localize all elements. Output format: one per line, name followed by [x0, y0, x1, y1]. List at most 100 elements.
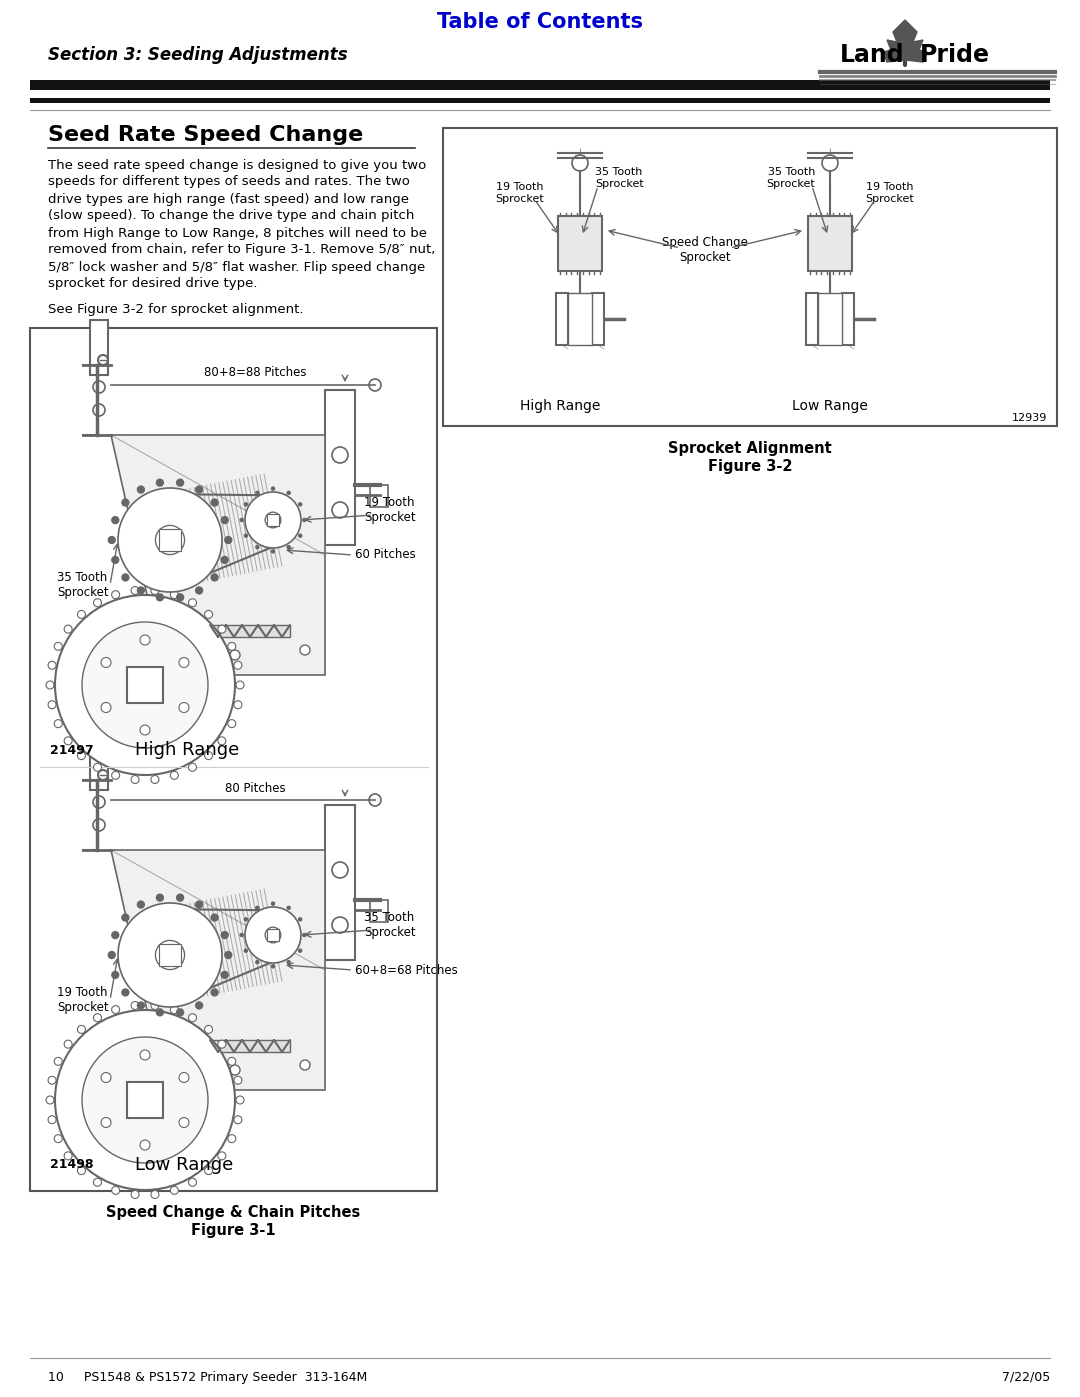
Bar [127, 1083, 163, 1118]
Circle shape [98, 355, 108, 365]
Circle shape [300, 1060, 310, 1070]
Bar [90, 735, 108, 789]
Circle shape [102, 658, 111, 668]
Text: drive types are high range (fast speed) and low range: drive types are high range (fast speed) … [48, 193, 409, 205]
Circle shape [189, 1178, 197, 1186]
Text: 19 Tooth
Sprocket: 19 Tooth Sprocket [496, 182, 544, 204]
Circle shape [171, 1006, 178, 1014]
Circle shape [255, 545, 259, 549]
Bar [443, 129, 1057, 426]
Bar [267, 514, 279, 527]
Circle shape [179, 703, 189, 712]
Text: Table of Contents: Table of Contents [437, 13, 643, 32]
Text: Sprocket Alignment: Sprocket Alignment [669, 440, 832, 455]
Text: Speed Change & Chain Pitches: Speed Change & Chain Pitches [106, 1206, 361, 1221]
Circle shape [151, 1190, 159, 1199]
Bar [370, 485, 388, 507]
Circle shape [94, 1014, 102, 1021]
Bar [159, 943, 181, 967]
Circle shape [302, 518, 307, 522]
Circle shape [244, 502, 248, 507]
Bar [30, 328, 437, 1192]
Circle shape [204, 752, 213, 760]
Bar [159, 528, 181, 552]
Circle shape [93, 796, 105, 807]
Circle shape [255, 490, 259, 495]
Circle shape [228, 719, 235, 728]
Circle shape [228, 1134, 235, 1143]
Circle shape [204, 610, 213, 619]
Circle shape [204, 1166, 213, 1175]
Circle shape [121, 914, 130, 922]
Circle shape [49, 1076, 56, 1084]
Circle shape [266, 928, 281, 943]
Circle shape [572, 155, 588, 170]
Circle shape [46, 1097, 54, 1104]
Text: 19 Tooth
Sprocket: 19 Tooth Sprocket [364, 496, 416, 524]
Circle shape [189, 1014, 197, 1021]
Circle shape [64, 736, 72, 745]
Circle shape [211, 573, 219, 581]
Circle shape [211, 988, 219, 996]
Circle shape [218, 626, 226, 633]
Circle shape [171, 771, 178, 780]
Circle shape [130, 640, 140, 650]
Bar [806, 293, 818, 345]
Circle shape [224, 536, 232, 545]
Circle shape [195, 1002, 203, 1010]
Bar [210, 1039, 291, 1052]
Circle shape [332, 916, 348, 933]
Circle shape [228, 643, 235, 651]
Circle shape [111, 1006, 120, 1014]
Circle shape [78, 1166, 85, 1175]
Circle shape [244, 916, 248, 922]
Circle shape [176, 1009, 185, 1017]
Text: Pride: Pride [920, 43, 990, 67]
Circle shape [176, 479, 185, 486]
Circle shape [230, 1065, 240, 1076]
Circle shape [245, 492, 301, 548]
Circle shape [111, 771, 120, 780]
Bar [325, 805, 355, 960]
Circle shape [93, 819, 105, 831]
Text: The seed rate speed change is designed to give you two: The seed rate speed change is designed t… [48, 158, 427, 172]
Text: See Figure 3-2 for sprocket alignment.: See Figure 3-2 for sprocket alignment. [48, 303, 303, 317]
Text: 35 Tooth
Sprocket: 35 Tooth Sprocket [57, 571, 109, 599]
Text: from High Range to Low Range, 8 pitches will need to be: from High Range to Low Range, 8 pitches … [48, 226, 427, 239]
Circle shape [54, 719, 63, 728]
Circle shape [244, 949, 248, 953]
Circle shape [118, 902, 222, 1007]
Circle shape [189, 599, 197, 606]
Circle shape [111, 1186, 120, 1194]
Text: 80+8=88 Pitches: 80+8=88 Pitches [204, 366, 307, 380]
Circle shape [156, 894, 164, 902]
Circle shape [130, 1055, 140, 1065]
Circle shape [171, 1186, 178, 1194]
Circle shape [332, 447, 348, 462]
Circle shape [118, 488, 222, 592]
Circle shape [298, 534, 302, 538]
Circle shape [64, 626, 72, 633]
Bar [267, 929, 279, 942]
Circle shape [111, 971, 120, 979]
Text: 5/8″ lock washer and 5/8″ flat washer. Flip speed change: 5/8″ lock washer and 5/8″ flat washer. F… [48, 260, 426, 274]
Circle shape [151, 1002, 159, 1010]
Bar [842, 293, 854, 345]
Circle shape [179, 1073, 189, 1083]
Circle shape [179, 1118, 189, 1127]
Circle shape [94, 763, 102, 771]
Circle shape [220, 971, 229, 979]
Circle shape [240, 518, 244, 522]
Circle shape [98, 770, 108, 780]
Circle shape [224, 951, 232, 960]
Circle shape [218, 736, 226, 745]
Circle shape [102, 1118, 111, 1127]
Circle shape [271, 964, 275, 968]
Circle shape [255, 960, 259, 964]
Circle shape [234, 1116, 242, 1123]
Text: Low Range: Low Range [792, 400, 868, 414]
Circle shape [286, 490, 291, 495]
Circle shape [82, 1037, 208, 1162]
Text: 60+8=68 Pitches: 60+8=68 Pitches [355, 964, 458, 977]
Circle shape [131, 775, 139, 784]
